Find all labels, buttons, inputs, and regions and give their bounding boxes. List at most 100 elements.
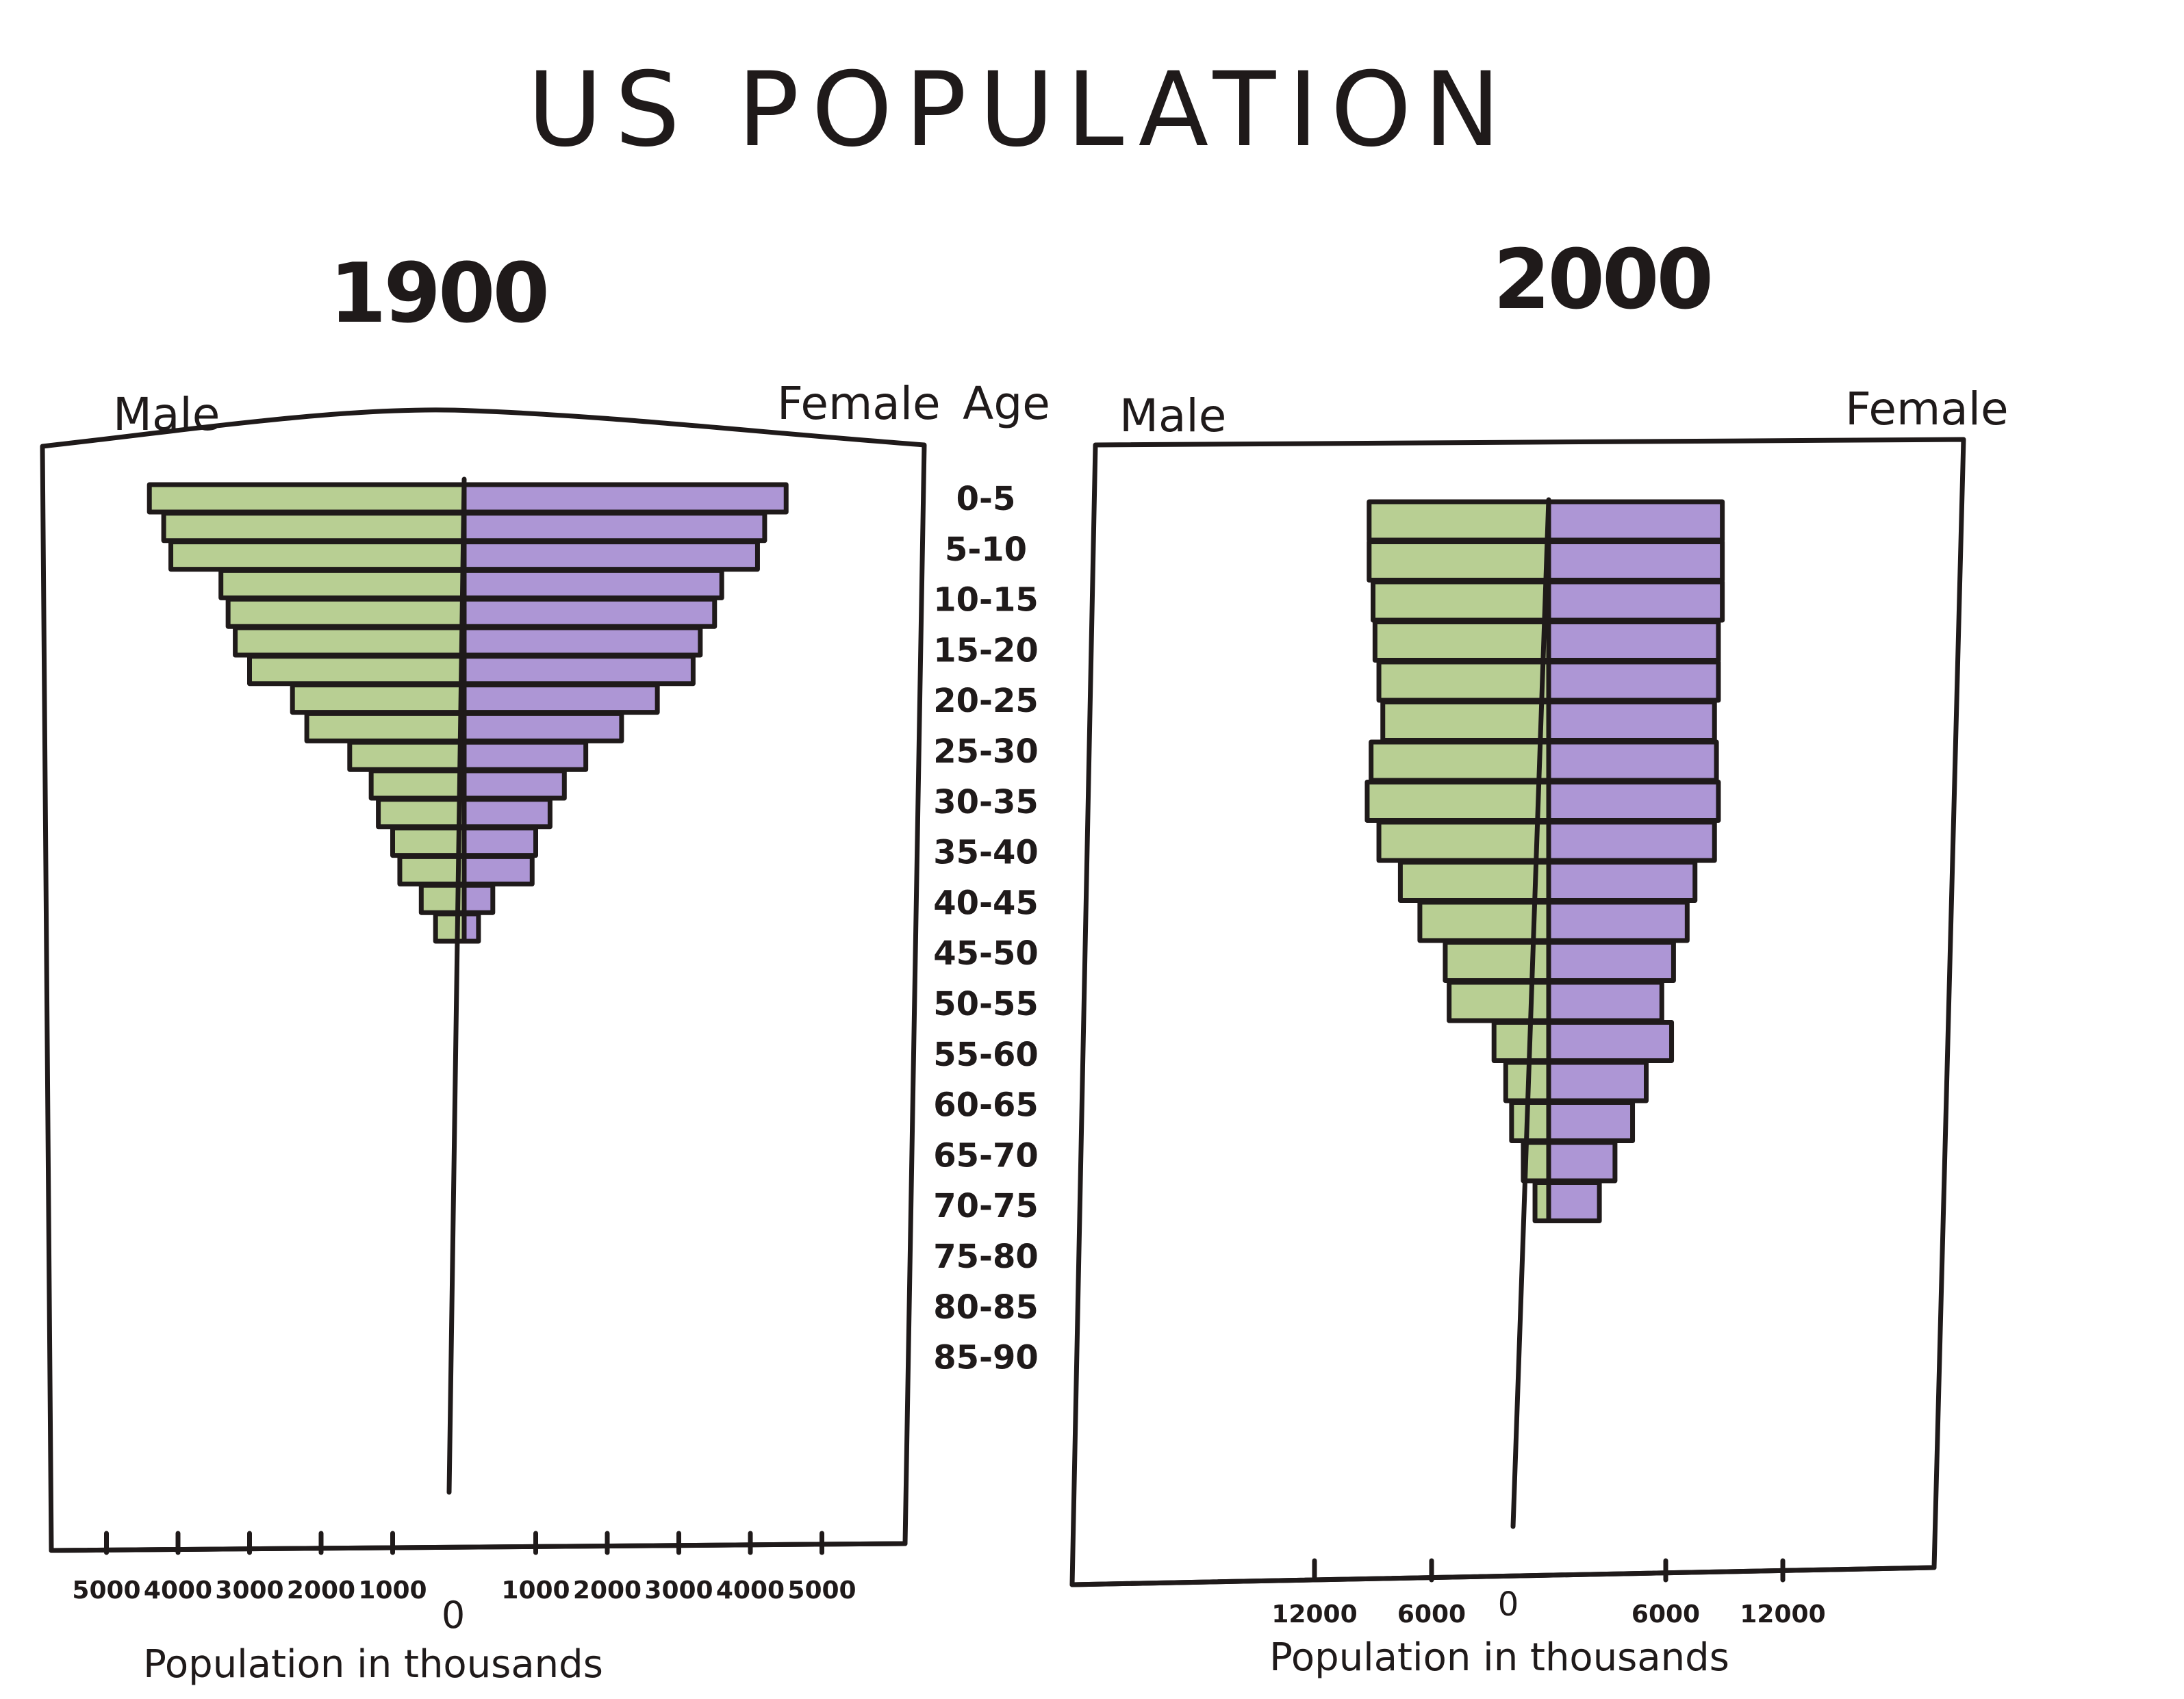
age-label-0-5: 0-5 xyxy=(956,480,1016,518)
age-labels: 0-5 5-10 10-15 15-20 20-25 25-30 30-35 35-40 40-… xyxy=(933,480,1039,1377)
x-axis-label-2000: Population in thousands xyxy=(1269,1635,1729,1680)
bar-female-45-50 xyxy=(1546,860,1698,903)
bar-female-25-30 xyxy=(1546,700,1717,743)
zero-label-2000: 0 xyxy=(1498,1585,1519,1624)
bar-female-20-25 xyxy=(461,596,718,629)
bar-female-0-5 xyxy=(1546,499,1725,543)
bar-female-55-60 xyxy=(1546,940,1676,983)
bar-male-55-60 xyxy=(376,797,467,830)
age-label-10-15: 10-15 xyxy=(933,581,1039,619)
bar-male-0-5 xyxy=(1367,499,1551,543)
page-title: US POPULATION xyxy=(527,51,1513,170)
bar-female-80-85 xyxy=(1546,1140,1618,1184)
bars-1900 xyxy=(147,482,789,944)
bar-male-45-50 xyxy=(1397,860,1551,903)
bar-male-45-50 xyxy=(347,739,467,772)
x-axis-1900 xyxy=(49,1541,908,1553)
tick-label-female-6000: 6000 xyxy=(1631,1600,1700,1628)
bar-female-20-25 xyxy=(1546,659,1721,703)
chart-2000: 2000 Male Female 12000 6000 6000 12000 0 Po… xyxy=(1069,233,2009,1680)
bar-male-10-15 xyxy=(1371,579,1551,623)
age-label-85-90: 85-90 xyxy=(933,1339,1039,1377)
x-axis-ticks-2000: 12000 6000 6000 12000 xyxy=(1271,1558,1826,1628)
age-label-25-30: 25-30 xyxy=(933,732,1039,771)
tick-label-female-2000: 2000 xyxy=(573,1576,642,1605)
bar-male-65-70 xyxy=(1491,1020,1551,1063)
tick-label-male-3000: 3000 xyxy=(215,1576,283,1605)
bar-male-40-45 xyxy=(1376,819,1551,863)
bar-female-10-15 xyxy=(461,539,760,572)
female-label-2000: Female xyxy=(1845,383,2009,435)
age-label-70-75: 70-75 xyxy=(933,1187,1039,1225)
bar-female-75-80 xyxy=(461,911,481,944)
age-label-20-25: 20-25 xyxy=(933,682,1039,720)
bar-female-0-5 xyxy=(461,482,789,515)
tick-label-female-4000: 4000 xyxy=(716,1576,785,1605)
chart-1900: 1900 Male Female 5000 4000 3000 2000 1000 100… xyxy=(40,246,941,1687)
zero-label-1900: 0 xyxy=(442,1594,465,1637)
chart-title-1900: 1900 xyxy=(329,246,547,342)
bar-female-70-75 xyxy=(461,882,496,915)
tick-label-female-1000: 1000 xyxy=(501,1576,570,1605)
bar-female-75-80 xyxy=(1546,1100,1636,1143)
bar-male-40-45 xyxy=(304,711,467,743)
bar-female-65-70 xyxy=(461,854,535,886)
bar-female-10-15 xyxy=(1546,579,1725,623)
age-label-5-10: 5-10 xyxy=(945,531,1027,569)
bar-male-75-80 xyxy=(1509,1100,1551,1143)
age-label-45-50: 45-50 xyxy=(933,934,1039,973)
age-label-15-20: 15-20 xyxy=(933,631,1039,669)
x-axis-ticks-1900: 5000 4000 3000 2000 1000 1000 2000 3000 4000 5000 xyxy=(72,1531,856,1605)
male-label-2000: Male xyxy=(1119,389,1226,442)
tick-label-male-2000: 2000 xyxy=(287,1576,355,1605)
bar-female-30-35 xyxy=(1546,739,1719,783)
bar-male-65-70 xyxy=(397,854,467,886)
bar-female-85-90 xyxy=(1546,1180,1602,1223)
age-label-60-65: 60-65 xyxy=(933,1086,1039,1125)
center-axis-2000 xyxy=(1510,497,1551,1529)
bar-female-55-60 xyxy=(461,797,553,830)
bar-male-50-55 xyxy=(1417,899,1551,943)
bars-2000 xyxy=(1364,499,1725,1223)
tick-label-male-4000: 4000 xyxy=(144,1576,212,1605)
bar-female-5-10 xyxy=(461,511,767,544)
age-label-50-55: 50-55 xyxy=(933,985,1039,1023)
bar-female-35-40 xyxy=(1546,780,1721,823)
tick-label-male-5000: 5000 xyxy=(72,1576,140,1605)
bar-male-20-25 xyxy=(225,596,467,629)
age-axis-title: Age xyxy=(963,377,1050,430)
bar-male-0-5 xyxy=(147,482,467,515)
center-axis-1900 xyxy=(446,476,467,1495)
chart-title-2000: 2000 xyxy=(1493,233,1711,328)
age-label-40-45: 40-45 xyxy=(933,884,1039,922)
bar-male-30-35 xyxy=(1369,739,1551,783)
x-axis-label-1900: Population in thousands xyxy=(143,1642,603,1687)
bar-male-60-65 xyxy=(390,826,467,858)
bar-male-25-30 xyxy=(1380,700,1551,743)
bar-female-70-75 xyxy=(1546,1060,1649,1103)
bar-female-60-65 xyxy=(461,826,538,858)
bar-male-20-25 xyxy=(1376,659,1551,703)
age-axis: Age 0-5 5-10 10-15 15-20 20-25 25-30 30-35 35-4… xyxy=(933,377,1050,1377)
bar-male-35-40 xyxy=(1364,780,1551,823)
female-label-1900: Female xyxy=(777,377,941,430)
tick-label-female-5000: 5000 xyxy=(787,1576,856,1605)
bar-male-10-15 xyxy=(168,539,467,572)
bar-female-25-30 xyxy=(461,625,703,658)
bar-female-15-20 xyxy=(461,567,724,600)
bar-male-50-55 xyxy=(368,768,467,801)
bar-male-30-35 xyxy=(247,654,467,687)
age-label-35-40: 35-40 xyxy=(933,834,1039,872)
bar-female-65-70 xyxy=(1546,1020,1675,1063)
bar-female-40-45 xyxy=(461,711,624,743)
bar-male-25-30 xyxy=(233,625,467,658)
x-axis-2000 xyxy=(1069,1565,1937,1587)
tick-label-male-6000: 6000 xyxy=(1397,1600,1466,1628)
chart-frame-1900 xyxy=(40,407,927,1553)
bar-female-40-45 xyxy=(1546,819,1717,863)
age-label-30-35: 30-35 xyxy=(933,783,1039,821)
age-label-55-60: 55-60 xyxy=(933,1036,1039,1074)
bar-female-50-55 xyxy=(1546,899,1690,943)
tick-label-female-3000: 3000 xyxy=(644,1576,713,1605)
bar-female-35-40 xyxy=(461,682,660,715)
